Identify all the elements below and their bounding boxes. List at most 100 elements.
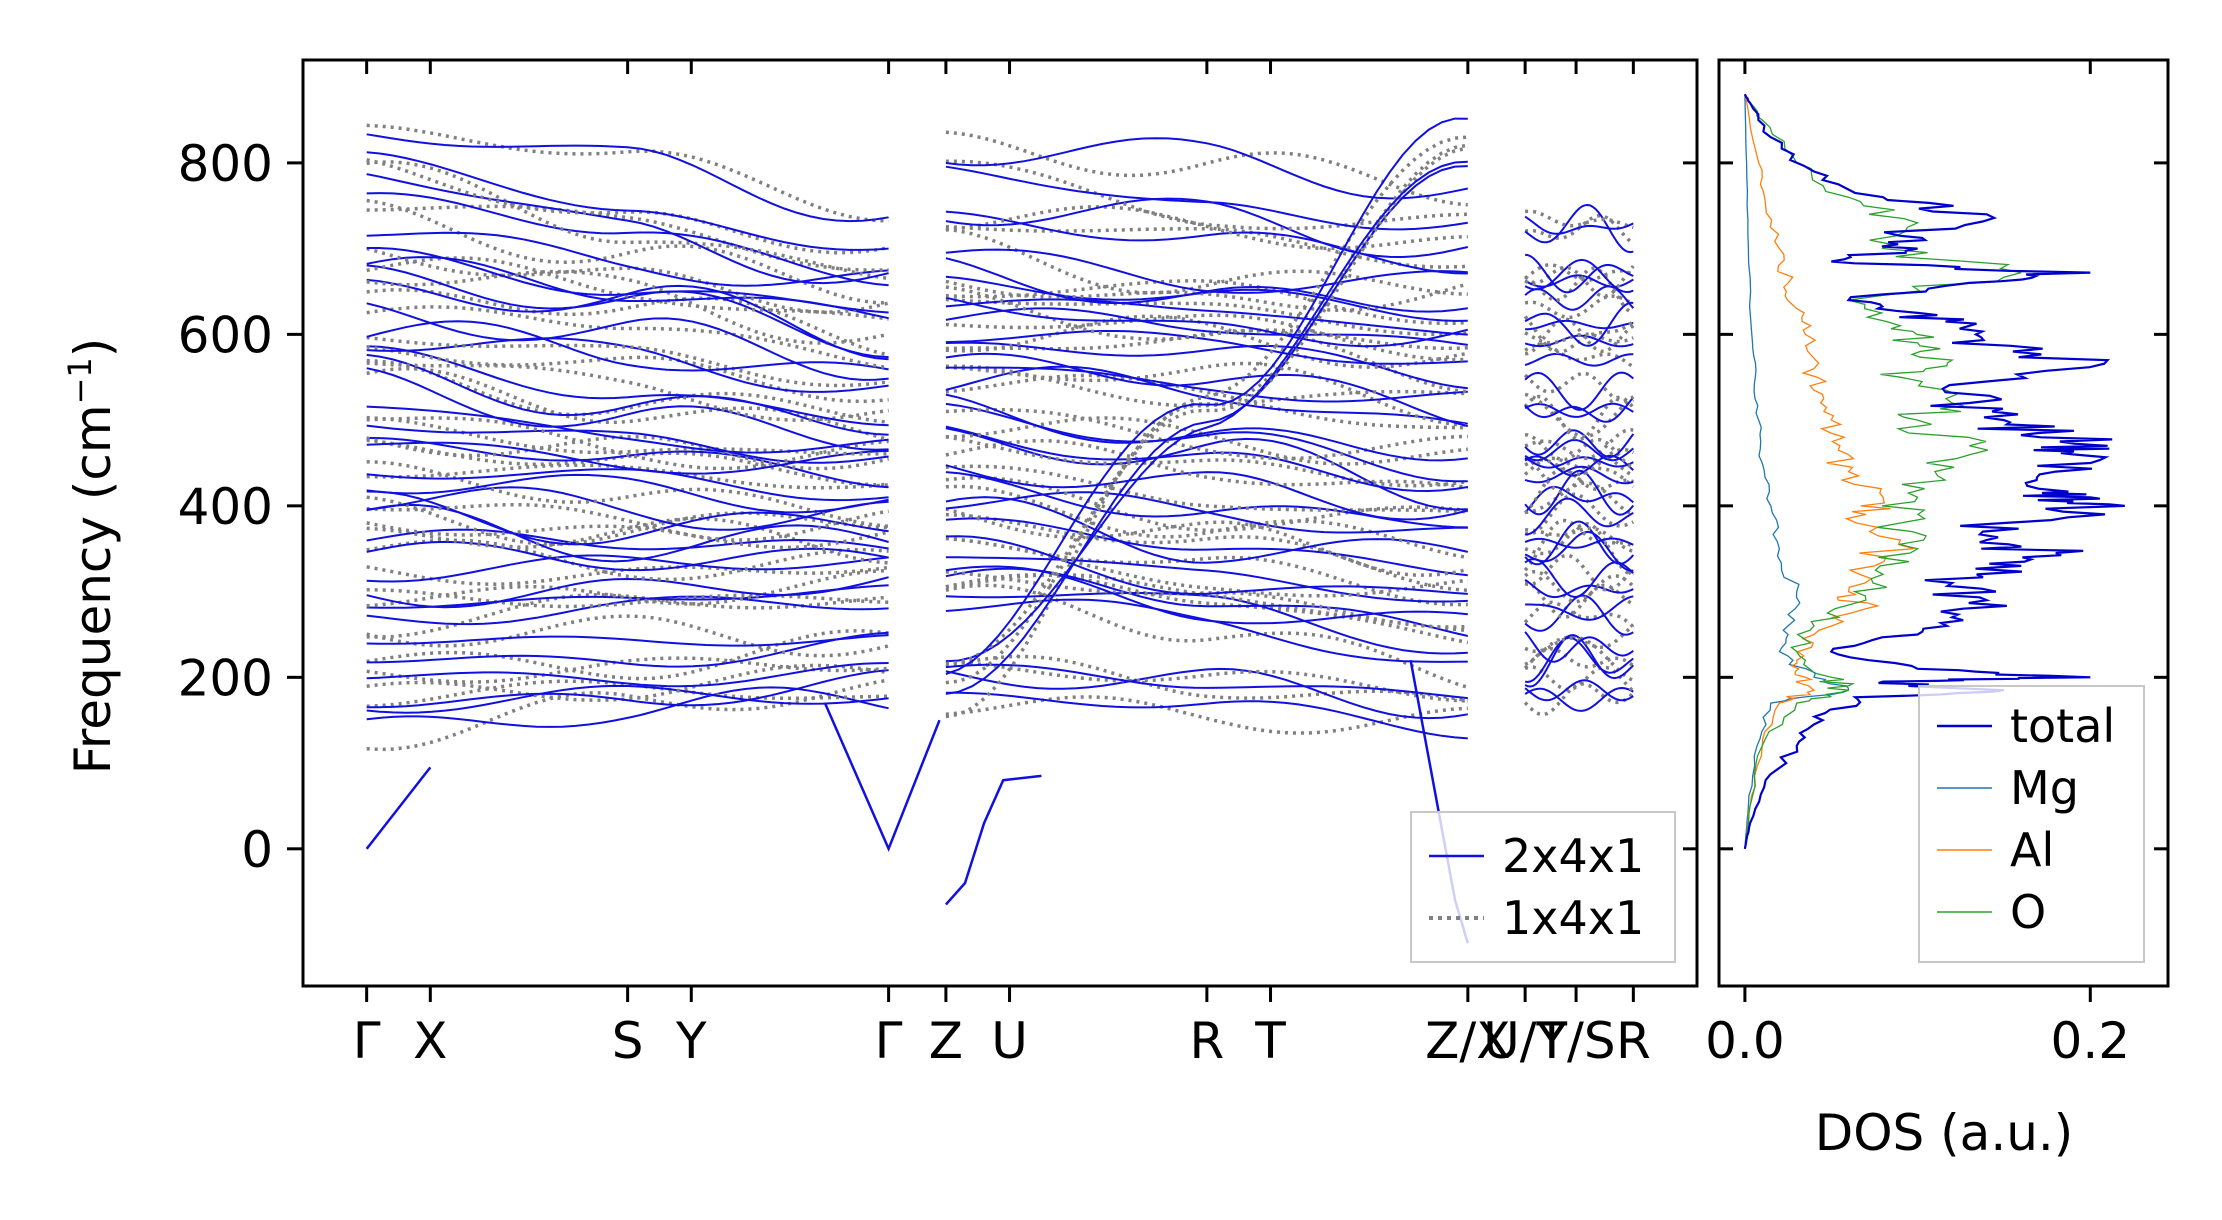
kpoint-label: U: [991, 1012, 1028, 1070]
band-x-axis: Γ X S Y Γ Z U R T Z/XU/YT/S R: [353, 60, 1651, 1070]
band-2x4x1: [366, 576, 889, 609]
band-2x4x1: [1524, 203, 1634, 254]
band-2x4x1: [366, 554, 889, 583]
band-1x4x1: [366, 502, 889, 542]
band-2x4x1: [945, 556, 1468, 603]
y-tick-label: 0: [241, 821, 273, 879]
band-2x4x1: [1524, 253, 1634, 294]
band-2x4x1: [1524, 371, 1634, 411]
band-2x4x1: [945, 307, 1468, 346]
band-2x4x1: [366, 337, 889, 393]
band-2x4x1: [1524, 537, 1634, 549]
band-1x4x1: [1523, 518, 1635, 572]
band-1x4x1: [1523, 456, 1635, 488]
band-2x4x1: [366, 367, 889, 451]
band-2x4x1: [1524, 215, 1634, 235]
band-legend-box: [1410, 811, 1676, 963]
band-2x4x1: [945, 565, 1468, 625]
band-2x4x1: [366, 441, 889, 475]
band-2x4x1: [366, 320, 889, 372]
band-2x4x1: [1524, 520, 1635, 566]
band-1x4x1: [1523, 371, 1635, 403]
dos-x-axis-title: DOS (a.u.): [1815, 1104, 2074, 1162]
band-1x4x1: [945, 285, 1468, 351]
band-1x4x1: [1524, 392, 1634, 439]
band-1x4x1: [366, 565, 889, 586]
dos-plot-frame: [1717, 58, 2170, 988]
band-1x4x1: [366, 305, 889, 370]
band-2x4x1: [945, 667, 1468, 720]
band-1x4x1: [945, 536, 1469, 598]
band-1x4x1: [945, 279, 1469, 312]
band-2x4x1: [1524, 301, 1634, 347]
band-1x4x1: [945, 407, 1468, 461]
band-2x4x1: [945, 341, 1468, 390]
band-1x4x1: [1524, 266, 1634, 315]
band-2x4x1: [366, 173, 889, 285]
band-1x4x1: [1524, 428, 1634, 461]
band-2x4x1: [366, 595, 889, 626]
band-1x4x1: [366, 435, 889, 471]
band-2x4x1: [366, 405, 889, 454]
band-1x4x1: [945, 484, 1469, 560]
band-2x4x1: [366, 302, 889, 381]
band-2x4x1: [1524, 353, 1634, 367]
band-2x4x1: [366, 669, 889, 709]
band-2x4x1: [1524, 530, 1634, 572]
band-1x4x1: [945, 654, 1469, 703]
band-1x4x1: [1524, 209, 1634, 230]
y-axis-title: Frequency (cm−1): [61, 338, 122, 775]
kpoint-label: R: [1616, 1012, 1651, 1070]
band-1x4x1: [366, 495, 889, 547]
dos-lines: [1743, 93, 2125, 850]
legend-mg-label: Mg: [2010, 761, 2079, 815]
band-2x4x1: [945, 160, 1468, 663]
band-1x4x1: [366, 160, 889, 281]
dos-al-line: [1744, 94, 1914, 849]
band-2x4x1: [366, 473, 889, 514]
band-2x4x1: [1524, 465, 1634, 485]
band-2x4x1: [945, 248, 1468, 294]
band-1x4x1: [945, 464, 1468, 514]
band-1x4x1: [366, 204, 889, 272]
band-y-axis: 0 200 400 600 800: [178, 135, 1697, 879]
band-1x4x1: [366, 288, 890, 357]
band-2x4x1: [1524, 402, 1634, 418]
band-2x4x1: [366, 486, 889, 531]
band-1x4x1: [366, 269, 889, 345]
legend-o-label: O: [2010, 885, 2046, 939]
dos-panel: 0.0 0.2 DOS (a.u.) total Mg Al O: [1705, 58, 2170, 1162]
band-2x4x1: [945, 592, 1468, 655]
kpoint-label: Γ: [875, 1012, 903, 1070]
dos-legend-box: [1918, 685, 2145, 963]
y-tick-label: 600: [178, 306, 273, 364]
band-1x4x1: [1524, 569, 1635, 604]
band-1x4x1: [1524, 624, 1635, 654]
band-2x4x1: [945, 298, 1468, 336]
band-lines: [365, 117, 1635, 944]
band-1x4x1: [366, 256, 889, 321]
kpoint-label: T/S: [1535, 1012, 1615, 1070]
band-2x4x1: [1524, 631, 1634, 663]
band-2x4x1: [366, 528, 889, 551]
band-1x4x1: [366, 123, 889, 223]
band-2x4x1: [1524, 679, 1634, 702]
band-1x4x1: [945, 328, 1469, 394]
dos-total-line: [1743, 93, 2125, 850]
band-1x4x1: [366, 416, 889, 471]
band-2x4x1: [1524, 469, 1635, 516]
band-1x4x1: [945, 373, 1468, 430]
kpoint-label: T: [1254, 1012, 1286, 1070]
kpoint-label: R: [1189, 1012, 1224, 1070]
band-1x4x1: [1524, 522, 1634, 576]
dos-o-line: [1744, 93, 2022, 849]
dos-x-tick-label: 0.2: [2051, 1012, 2131, 1070]
acoustic-branch: [365, 766, 432, 850]
band-2x4x1: [945, 393, 1468, 462]
band-1x4x1: [1524, 580, 1635, 619]
kpoint-label: X: [413, 1012, 447, 1070]
band-1x4x1: [945, 143, 1469, 719]
band-2x4x1: [945, 296, 1469, 348]
kpoint-label: Z/X: [1425, 1012, 1510, 1070]
